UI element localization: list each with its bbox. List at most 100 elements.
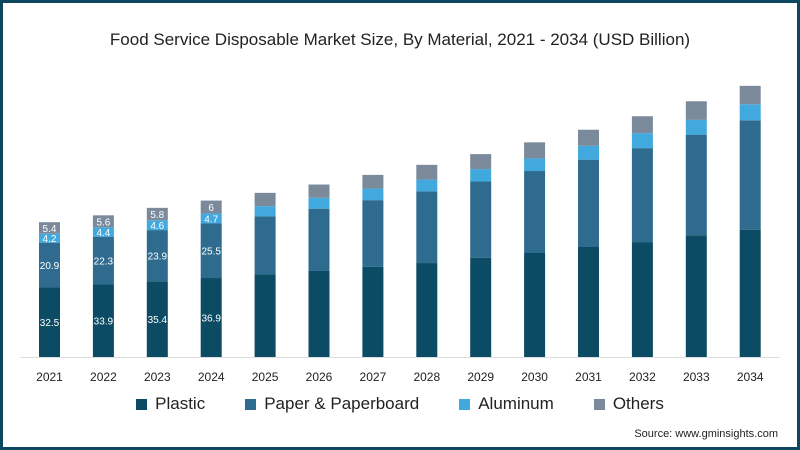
bar-segment-plastic-2021 bbox=[39, 287, 60, 357]
legend-label: Paper & Paperboard bbox=[264, 394, 420, 413]
bar-segment-others-2029 bbox=[470, 154, 492, 170]
x-tick-label: 2025 bbox=[252, 370, 279, 384]
bar-segment-paper-paperboard-2027 bbox=[362, 200, 384, 267]
data-label: 5.8 bbox=[150, 210, 164, 221]
x-tick-label: 2026 bbox=[306, 370, 333, 384]
bar-segment-plastic-2025 bbox=[254, 274, 276, 357]
data-label: 22.3 bbox=[94, 257, 114, 268]
legend-swatch bbox=[593, 398, 605, 410]
x-tick-label: 2024 bbox=[198, 370, 225, 384]
x-tick-label: 2029 bbox=[467, 370, 494, 384]
data-label: 4.6 bbox=[150, 221, 164, 232]
bar-segment-aluminum-2022 bbox=[92, 227, 114, 237]
bar-segment-aluminum-2023 bbox=[146, 220, 168, 231]
bar-segment-plastic-2026 bbox=[308, 270, 330, 357]
legend-swatch bbox=[136, 398, 148, 410]
bar-segment-aluminum-2028 bbox=[416, 179, 438, 192]
x-tick-label: 2031 bbox=[575, 370, 602, 384]
bar-segment-plastic-2033 bbox=[685, 235, 707, 357]
bar-segment-plastic-2034 bbox=[739, 229, 761, 357]
data-label: 20.9 bbox=[40, 261, 60, 272]
data-label: 5.6 bbox=[96, 217, 110, 228]
legend-item: Others bbox=[593, 394, 664, 414]
bar-segment-others-2033 bbox=[685, 101, 707, 120]
legend-item: Paper & Paperboard bbox=[245, 394, 419, 414]
bar-segment-paper-paperboard-2031 bbox=[578, 159, 599, 248]
bar-segment-others-2021 bbox=[39, 222, 60, 234]
x-tick-label: 2021 bbox=[36, 370, 63, 384]
bar-segment-aluminum-2030 bbox=[524, 158, 546, 172]
bar-segment-paper-paperboard-2034 bbox=[739, 120, 761, 230]
legend-item: Aluminum bbox=[459, 394, 554, 414]
bar-segment-paper-paperboard-2033 bbox=[685, 134, 707, 236]
bar-segment-others-2030 bbox=[524, 142, 546, 159]
bar-segment-aluminum-2032 bbox=[631, 133, 653, 149]
x-tick-label: 2028 bbox=[413, 370, 440, 384]
data-label: 33.9 bbox=[94, 317, 114, 328]
bar-segment-plastic-2028 bbox=[416, 263, 438, 357]
bar-segment-paper-paperboard-2023 bbox=[146, 230, 168, 282]
bar-segment-plastic-2022 bbox=[92, 284, 114, 357]
bar-segment-paper-paperboard-2029 bbox=[470, 181, 492, 258]
bar-segment-paper-paperboard-2025 bbox=[254, 216, 276, 275]
data-label: 6 bbox=[208, 203, 214, 214]
x-tick-label: 2023 bbox=[144, 370, 171, 384]
bar-segment-paper-paperboard-2032 bbox=[631, 148, 653, 243]
chart-title: Food Service Disposable Market Size, By … bbox=[109, 30, 691, 49]
bar-segment-others-2028 bbox=[416, 164, 438, 180]
legend-swatch bbox=[459, 398, 471, 410]
x-tick-label: 2033 bbox=[683, 370, 710, 384]
legend-label: Others bbox=[612, 394, 664, 413]
legend-label: Plastic bbox=[155, 394, 206, 413]
bar-segment-paper-paperboard-2030 bbox=[524, 171, 546, 253]
bar-segment-aluminum-2021 bbox=[39, 233, 60, 243]
bar-segment-plastic-2023 bbox=[146, 281, 168, 357]
bar-segment-others-2026 bbox=[308, 184, 330, 198]
data-label: 4.7 bbox=[204, 214, 218, 225]
source-note: Source: www.gminsights.com bbox=[634, 428, 778, 440]
bar-segment-others-2023 bbox=[146, 207, 168, 221]
data-label: 4.4 bbox=[96, 228, 110, 239]
bar-segment-aluminum-2027 bbox=[362, 188, 384, 201]
bar-segment-paper-paperboard-2024 bbox=[200, 223, 222, 279]
bar-segment-aluminum-2034 bbox=[739, 104, 761, 121]
x-tick-label: 2022 bbox=[90, 370, 117, 384]
bar-segment-others-2032 bbox=[631, 116, 653, 134]
bar-segment-aluminum-2025 bbox=[254, 206, 276, 217]
bar-segment-others-2034 bbox=[739, 85, 761, 105]
bar-segment-plastic-2029 bbox=[470, 257, 492, 357]
bar-segment-aluminum-2024 bbox=[200, 213, 222, 224]
data-label: 5.4 bbox=[43, 224, 57, 235]
x-tick-label: 2030 bbox=[521, 370, 548, 384]
bar-segment-plastic-2030 bbox=[524, 252, 546, 357]
data-label: 35.4 bbox=[148, 315, 168, 326]
bar-segment-paper-paperboard-2026 bbox=[308, 208, 330, 271]
bar-segment-aluminum-2031 bbox=[578, 145, 599, 160]
bar-segment-paper-paperboard-2021 bbox=[39, 242, 60, 288]
legend-item: Plastic bbox=[136, 394, 205, 414]
bar-segment-plastic-2031 bbox=[578, 247, 599, 357]
data-label: 4.2 bbox=[43, 234, 57, 245]
bar-segment-plastic-2032 bbox=[631, 242, 653, 357]
data-label: 36.9 bbox=[201, 314, 221, 325]
data-label: 25.5 bbox=[201, 247, 221, 258]
bar-segment-others-2031 bbox=[578, 129, 599, 146]
legend-label: Aluminum bbox=[478, 394, 554, 413]
data-label: 32.5 bbox=[40, 318, 60, 329]
legend-swatch bbox=[245, 398, 257, 410]
bar-segment-plastic-2027 bbox=[362, 266, 384, 357]
bar-segment-aluminum-2029 bbox=[470, 169, 492, 182]
x-tick-label: 2034 bbox=[737, 370, 764, 384]
bar-segment-aluminum-2033 bbox=[685, 119, 707, 135]
x-tick-label: 2032 bbox=[629, 370, 656, 384]
bar-segment-others-2027 bbox=[362, 174, 384, 189]
bar-segment-others-2022 bbox=[92, 215, 114, 228]
bar-segment-others-2024 bbox=[200, 200, 222, 214]
bar-segment-plastic-2024 bbox=[200, 278, 222, 357]
data-label: 23.9 bbox=[148, 252, 168, 263]
bar-segment-aluminum-2026 bbox=[308, 197, 330, 209]
bar-segment-paper-paperboard-2022 bbox=[92, 236, 114, 285]
legend: Plastic Paper & Paperboard Aluminum Others bbox=[0, 394, 800, 414]
